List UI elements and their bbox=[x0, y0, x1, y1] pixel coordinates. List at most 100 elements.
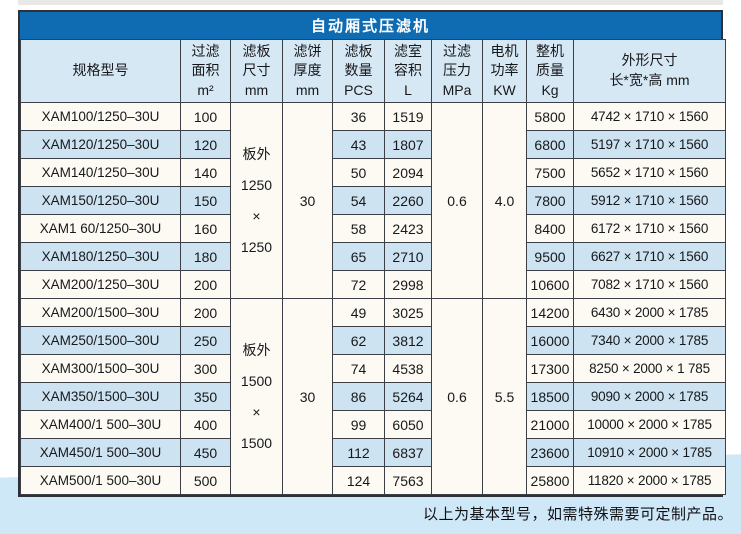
cell-chamber-volume: 3812 bbox=[384, 326, 432, 355]
cell-filter-area: 350 bbox=[180, 382, 231, 411]
cell-chamber-volume: 1807 bbox=[384, 130, 432, 159]
cell-filter-area: 200 bbox=[180, 270, 231, 299]
cell-model: XAM400/1 500–30U bbox=[20, 410, 181, 439]
cell-cake-thickness-group1: 30 bbox=[282, 102, 333, 299]
cell-plate-qty: 54 bbox=[332, 186, 385, 215]
cell-machine-weight: 10600 bbox=[526, 270, 574, 299]
cell-dimensions: 7082 × 1710 × 1560 bbox=[573, 270, 726, 299]
table-row: XAM200/1250–30U 200 72 2998 10600 7082 ×… bbox=[20, 270, 726, 299]
cell-machine-weight: 9500 bbox=[526, 242, 574, 271]
cell-filter-area: 300 bbox=[180, 354, 231, 383]
cell-plate-qty: 58 bbox=[332, 214, 385, 243]
spec-table: 规格型号 过滤 面积 m² 滤板 尺寸 mm 滤饼 厚度 mm 滤板 数量 PC… bbox=[20, 39, 726, 495]
cell-machine-weight: 8400 bbox=[526, 214, 574, 243]
col-header-model: 规格型号 bbox=[20, 39, 181, 103]
cell-dimensions: 10910 × 2000 × 1785 bbox=[573, 438, 726, 467]
cell-filter-area: 180 bbox=[180, 242, 231, 271]
cell-dimensions: 7340 × 2000 × 1785 bbox=[573, 326, 726, 355]
table-title: 自动厢式压滤机 bbox=[310, 18, 430, 35]
cell-plate-qty: 124 bbox=[332, 466, 385, 495]
cell-machine-weight: 14200 bbox=[526, 298, 574, 327]
cell-chamber-volume: 6050 bbox=[384, 410, 432, 439]
col-header-plate-qty: 滤板 数量 PCS bbox=[332, 39, 385, 103]
col-header-machine-weight: 整机 质量 Kg bbox=[526, 39, 574, 103]
cell-plate-qty: 36 bbox=[332, 102, 385, 131]
table-row: XAM350/1500–30U 350 86 5264 18500 9090 ×… bbox=[20, 382, 726, 411]
cell-filter-area: 200 bbox=[180, 298, 231, 327]
cell-plate-size-group2: 板外 1500 × 1500 bbox=[230, 298, 283, 495]
col-header-motor-power: 电机 功率 KW bbox=[482, 39, 527, 103]
cell-machine-weight: 25800 bbox=[526, 466, 574, 495]
cell-dimensions: 11820 × 2000 × 1785 bbox=[573, 466, 726, 495]
table-row: XAM200/1500–30U 200 板外 1500 × 1500 30 49… bbox=[20, 298, 726, 495]
cell-dimensions: 4742 × 1710 × 1560 bbox=[573, 102, 726, 131]
cell-model: XAM140/1250–30U bbox=[20, 158, 181, 187]
table-row: XAM450/1 500–30U 450 112 6837 23600 1091… bbox=[20, 438, 726, 467]
cell-dimensions: 5652 × 1710 × 1560 bbox=[573, 158, 726, 187]
cell-machine-weight: 23600 bbox=[526, 438, 574, 467]
cell-machine-weight: 7500 bbox=[526, 158, 574, 187]
cell-model: XAM250/1500–30U bbox=[20, 326, 181, 355]
cell-machine-weight: 5800 bbox=[526, 102, 574, 131]
col-header-chamber-volume: 滤室 容积 L bbox=[384, 39, 432, 103]
header-row: 规格型号 过滤 面积 m² 滤板 尺寸 mm 滤饼 厚度 mm 滤板 数量 PC… bbox=[20, 39, 726, 103]
col-header-plate-size: 滤板 尺寸 mm bbox=[230, 39, 283, 103]
cell-model: XAM120/1250–30U bbox=[20, 130, 181, 159]
table-row: XAM250/1500–30U 250 62 3812 16000 7340 ×… bbox=[20, 326, 726, 355]
col-header-filter-area: 过滤 面积 m² bbox=[180, 39, 231, 103]
cell-chamber-volume: 4538 bbox=[384, 354, 432, 383]
cell-dimensions: 10000 × 2000 × 1785 bbox=[573, 410, 726, 439]
cell-dimensions: 6627 × 1710 × 1560 bbox=[573, 242, 726, 271]
cell-chamber-volume: 2094 bbox=[384, 158, 432, 187]
cell-dimensions: 9090 × 2000 × 1785 bbox=[573, 382, 726, 411]
cell-filter-area: 500 bbox=[180, 466, 231, 495]
table-row: XAM300/1500–30U 300 74 4538 17300 8250 ×… bbox=[20, 354, 726, 383]
cell-model: XAM200/1250–30U bbox=[20, 270, 181, 299]
cell-plate-qty: 86 bbox=[332, 382, 385, 411]
cell-plate-qty: 99 bbox=[332, 410, 385, 439]
cell-filter-area: 250 bbox=[180, 326, 231, 355]
table-row: XAM500/1 500–30U 500 124 7563 25800 1182… bbox=[20, 466, 726, 495]
table-row: XAM120/1250–30U 120 43 1807 6800 5197 × … bbox=[20, 130, 726, 159]
cell-filter-pressure-group1: 0.6 bbox=[431, 102, 483, 299]
cell-plate-qty: 72 bbox=[332, 270, 385, 299]
cell-filter-area: 400 bbox=[180, 410, 231, 439]
footer-note: 以上为基本型号，如需特殊需要可定制产品。 bbox=[422, 506, 733, 523]
cell-machine-weight: 16000 bbox=[526, 326, 574, 355]
cell-machine-weight: 7800 bbox=[526, 186, 574, 215]
cell-model: XAM300/1500–30U bbox=[20, 354, 181, 383]
col-header-cake-thickness: 滤饼 厚度 mm bbox=[282, 39, 333, 103]
cell-plate-qty: 50 bbox=[332, 158, 385, 187]
cell-filter-area: 120 bbox=[180, 130, 231, 159]
cell-filter-area: 160 bbox=[180, 214, 231, 243]
cell-chamber-volume: 2998 bbox=[384, 270, 432, 299]
col-header-filter-pressure: 过滤 压力 MPa bbox=[431, 39, 483, 103]
cell-plate-qty: 74 bbox=[332, 354, 385, 383]
table-row: XAM1 60/1250–30U 160 58 2423 8400 6172 ×… bbox=[20, 214, 726, 243]
cell-dimensions: 6172 × 1710 × 1560 bbox=[573, 214, 726, 243]
cell-chamber-volume: 2423 bbox=[384, 214, 432, 243]
cell-model: XAM180/1250–30U bbox=[20, 242, 181, 271]
cell-model: XAM500/1 500–30U bbox=[20, 466, 181, 495]
table-row: XAM400/1 500–30U 400 99 6050 21000 10000… bbox=[20, 410, 726, 439]
table-row: XAM180/1250–30U 180 65 2710 9500 6627 × … bbox=[20, 242, 726, 271]
cell-filter-pressure-group2: 0.6 bbox=[431, 298, 483, 495]
cell-dimensions: 6430 × 2000 × 1785 bbox=[573, 298, 726, 327]
cell-model: XAM1 60/1250–30U bbox=[20, 214, 181, 243]
cell-plate-qty: 65 bbox=[332, 242, 385, 271]
cell-model: XAM350/1500–30U bbox=[20, 382, 181, 411]
cell-model: XAM200/1500–30U bbox=[20, 298, 181, 327]
cell-machine-weight: 6800 bbox=[526, 130, 574, 159]
cell-machine-weight: 17300 bbox=[526, 354, 574, 383]
cell-chamber-volume: 1519 bbox=[384, 102, 432, 131]
cell-plate-qty: 62 bbox=[332, 326, 385, 355]
cell-machine-weight: 21000 bbox=[526, 410, 574, 439]
cell-chamber-volume: 5264 bbox=[384, 382, 432, 411]
col-header-dimensions: 外形尺寸 长*宽*高 mm bbox=[573, 39, 726, 103]
cell-filter-area: 450 bbox=[180, 438, 231, 467]
cell-plate-qty: 49 bbox=[332, 298, 385, 327]
cell-dimensions: 5197 × 1710 × 1560 bbox=[573, 130, 726, 159]
cell-filter-area: 140 bbox=[180, 158, 231, 187]
cell-filter-area: 100 bbox=[180, 102, 231, 131]
